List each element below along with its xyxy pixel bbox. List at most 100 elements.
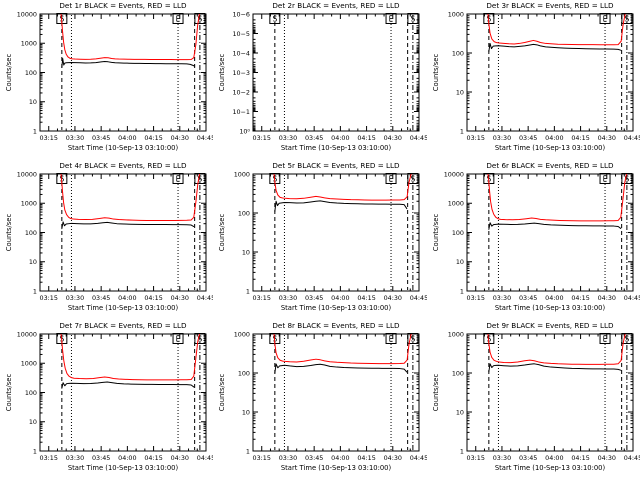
curves-group — [60, 174, 201, 230]
x-tick-label: 03:45 — [92, 134, 110, 142]
y-tick-label: 1000 — [447, 200, 463, 208]
curves-group — [487, 174, 627, 230]
plot-frame — [39, 333, 207, 452]
y-tick-label: 1000 — [234, 330, 250, 338]
x-tick-label: 04:45 — [197, 134, 214, 142]
x-tick-label: 03:30 — [492, 294, 510, 302]
marker-badge-box — [172, 13, 184, 25]
x-tick-label: 04:30 — [384, 454, 402, 462]
marker-label-S: S — [273, 335, 278, 344]
plot-panel-9[interactable]: Det 9r BLACK = Events, RED = LLD 1 10 100 10… — [427, 320, 640, 480]
x-tick-label: 04:00 — [545, 134, 563, 142]
plot-panel-5[interactable]: Det 5r BLACK = Events, RED = LLD 1 10 100 10… — [213, 160, 426, 320]
x-tick-label: 04:00 — [545, 294, 563, 302]
y-tick-label: 10 — [456, 408, 464, 416]
marker-badge-box — [407, 13, 419, 25]
x-tick-label: 03:45 — [92, 294, 110, 302]
marker-badge-box — [407, 333, 419, 345]
plot-panel-7[interactable]: Det 7r BLACK = Events, RED = LLD 1 10 100 10… — [0, 320, 213, 480]
plot-panel-4[interactable]: Det 4r BLACK = Events, RED = LLD 1 10 100 10… — [0, 160, 213, 320]
x-tick-label: 04:45 — [623, 134, 640, 142]
x-tick-label: 04:15 — [144, 294, 162, 302]
x-tick-label: 04:45 — [410, 134, 427, 142]
plot-panel-6[interactable]: Det 6r BLACK = Events, RED = LLD 1 10 100 10… — [427, 160, 640, 320]
plot-frame — [252, 13, 420, 132]
x-tick-label: 03:45 — [305, 294, 323, 302]
x-tick-label: 04:00 — [545, 454, 563, 462]
marker-badge-box — [194, 333, 206, 345]
plot-panel-3[interactable]: Det 3r BLACK = Events, RED = LLD 1 10 100 10… — [427, 0, 640, 160]
panel-title-3: Det 3r BLACK = Events, RED = LLD — [486, 1, 614, 10]
plot-panel-1[interactable]: Det 1r BLACK = Events, RED = LLD 1 10 100 10… — [0, 0, 213, 160]
x-tick-label: 03:15 — [253, 454, 271, 462]
y-axis-label: Counts/sec — [218, 214, 226, 252]
x-tick-label: 03:30 — [279, 294, 297, 302]
series-path-events — [61, 221, 195, 230]
panel-title-5: Det 5r BLACK = Events, RED = LLD — [273, 161, 401, 170]
x-axis-label: Start Time (10-Sep-13 03:10:00) — [494, 144, 605, 152]
x-tick-label: 04:00 — [118, 294, 136, 302]
plot-svg-4: Det 4r BLACK = Events, RED = LLD 1 10 100 10… — [5, 161, 213, 312]
y-tick-label: 1 — [460, 127, 464, 135]
y-axis-label: Counts/sec — [432, 54, 440, 92]
x-tick-label: 03:45 — [519, 134, 537, 142]
x-tick-label: 03:45 — [305, 454, 323, 462]
plot-svg-6: Det 6r BLACK = Events, RED = LLD 1 10 100 10… — [432, 161, 640, 312]
x-axis-label: Start Time (10-Sep-13 03:10:00) — [68, 144, 179, 152]
y-tick-label: 100 — [25, 69, 37, 77]
x-tick-label: 04:15 — [358, 454, 376, 462]
marker-badge-box — [621, 13, 633, 25]
plot-frame — [252, 333, 420, 452]
y-tick-label: 1000 — [447, 10, 463, 18]
x-tick-label: 03:30 — [279, 134, 297, 142]
marker-badge-box — [407, 173, 419, 185]
x-tick-label: 03:30 — [66, 134, 84, 142]
y-tick-label: 10000 — [17, 170, 37, 178]
panel-title-2: Det 2r BLACK = Events, RED = LLD — [273, 1, 401, 10]
series-path-lld — [487, 174, 627, 222]
plot-frame — [39, 13, 207, 132]
marker-label-S: S — [197, 175, 202, 184]
x-tick-label: 04:15 — [358, 294, 376, 302]
marker-label-S: S — [624, 175, 629, 184]
plot-panel-8[interactable]: Det 8r BLACK = Events, RED = LLD 1 10 100 10… — [213, 320, 426, 480]
y-tick-label: 1 — [460, 287, 464, 295]
x-axis-label: Start Time (10-Sep-13 03:10:00) — [281, 144, 392, 152]
marker-label-E: E — [602, 175, 607, 184]
y-tick-label: 10 — [456, 88, 464, 96]
panel-title-4: Det 4r BLACK = Events, RED = LLD — [59, 161, 187, 170]
plot-svg-2: Det 2r BLACK = Events, RED = LLD 10−6 10−5… — [218, 1, 427, 152]
x-tick-label: 03:15 — [466, 294, 484, 302]
marker-badge-box — [385, 173, 397, 185]
y-tick-label: 1000 — [21, 360, 37, 368]
plot-frame — [39, 173, 207, 292]
y-axis-label: Counts/sec — [218, 54, 226, 92]
marker-label-S: S — [273, 15, 278, 24]
marker-badge-box — [172, 173, 184, 185]
series-path-lld — [273, 174, 412, 201]
marker-badge-box — [385, 333, 397, 345]
x-tick-label: 03:15 — [253, 294, 271, 302]
x-axis-label: Start Time (10-Sep-13 03:10:00) — [494, 464, 605, 472]
series-path-lld — [487, 14, 626, 46]
plot-frame — [466, 173, 634, 292]
x-tick-label: 03:45 — [519, 294, 537, 302]
y-tick-label: 10−1 — [233, 108, 251, 116]
marker-label-E: E — [389, 175, 394, 184]
series-path-events — [274, 363, 408, 374]
x-tick-label: 04:15 — [144, 134, 162, 142]
marker-badge-box — [385, 13, 397, 25]
x-tick-label: 04:15 — [571, 134, 589, 142]
series-path-lld — [60, 334, 201, 381]
x-tick-label: 03:15 — [466, 454, 484, 462]
marker-label-E: E — [176, 15, 181, 24]
y-tick-label: 10 — [242, 408, 250, 416]
x-tick-label: 04:00 — [118, 134, 136, 142]
marker-badge-box — [269, 13, 281, 25]
series-path-lld — [487, 334, 626, 365]
x-tick-label: 04:30 — [597, 454, 615, 462]
x-axis-label: Start Time (10-Sep-13 03:10:00) — [494, 304, 605, 312]
marker-label-E: E — [602, 335, 607, 344]
plot-panel-2[interactable]: Det 2r BLACK = Events, RED = LLD 10−6 10−5… — [213, 0, 426, 160]
